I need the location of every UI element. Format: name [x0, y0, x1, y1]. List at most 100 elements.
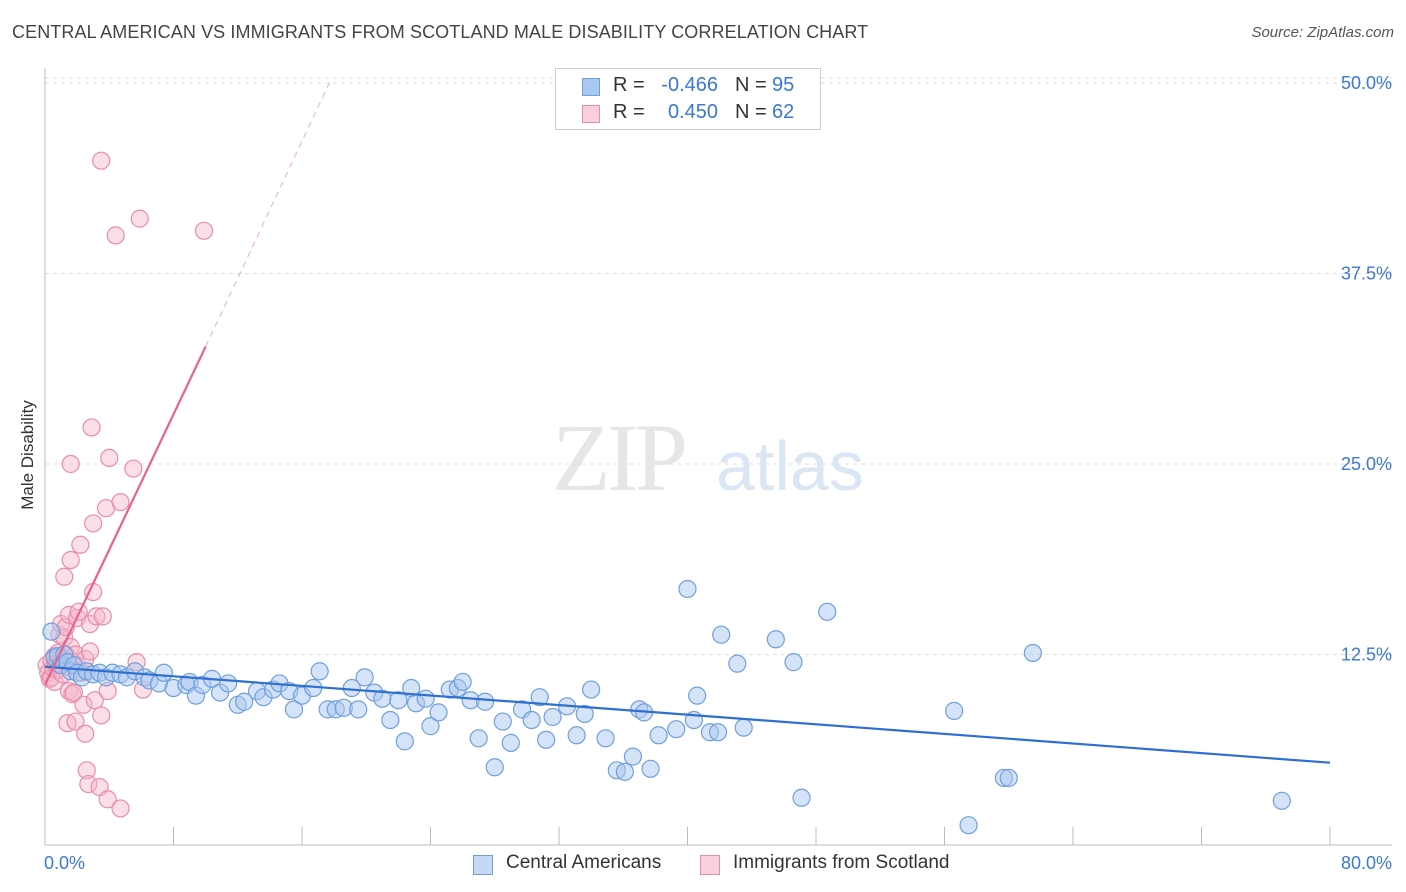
series-legend: Central Americans Immigrants from Scotla… [0, 850, 1406, 880]
data-point-central-americans [712, 625, 731, 644]
data-point-immigrants-from-scotland [79, 774, 98, 794]
n-value: 62 [772, 101, 795, 123]
y-tick-label: 12.5% [1341, 644, 1392, 664]
data-point-immigrants-from-scotland [64, 683, 84, 702]
data-point-central-americans [501, 733, 520, 752]
data-point-immigrants-from-scotland [98, 790, 117, 809]
data-point-central-americans [999, 768, 1018, 788]
data-point-central-americans [154, 663, 173, 682]
watermark-zip: ZIP [552, 404, 685, 511]
data-point-central-americans [596, 729, 615, 748]
grid-lines [45, 77, 1392, 655]
data-point-central-americans [395, 732, 414, 751]
data-point-central-americans [537, 730, 556, 749]
data-point-central-americans [688, 686, 707, 705]
data-point-immigrants-from-scotland [76, 724, 95, 743]
data-point-central-americans [493, 712, 512, 731]
data-point-central-americans [649, 726, 668, 745]
data-point-central-americans [416, 689, 435, 708]
data-point-central-americans [575, 704, 594, 724]
data-point-immigrants-from-scotland [74, 695, 93, 714]
data-point-immigrants-from-scotland [87, 607, 106, 626]
n-value: 95 [772, 74, 795, 96]
data-point-central-americans [945, 701, 964, 720]
data-point-central-americans [284, 700, 304, 719]
data-point-central-americans [641, 759, 660, 778]
trend-line-central-americans [44, 665, 1331, 764]
data-point-central-americans [582, 680, 601, 699]
data-point-immigrants-from-scotland [61, 454, 80, 474]
data-point-immigrants-from-scotland [106, 226, 125, 245]
axes [44, 68, 1392, 846]
data-point-central-americans [235, 692, 254, 711]
data-point-central-americans [567, 726, 586, 745]
data-point-central-americans [42, 622, 61, 641]
x-tick-label: 0.0% [44, 853, 85, 873]
y-tick-label: 37.5% [1341, 263, 1392, 283]
data-point-central-americans [766, 630, 785, 649]
data-point-central-americans [678, 579, 697, 599]
data-point-central-americans [734, 718, 753, 737]
data-point-central-americans [355, 668, 374, 687]
trend-line-immigrants-from-scotland [44, 346, 207, 686]
data-point-immigrants-from-scotland [85, 691, 104, 710]
data-point-immigrants-from-scotland [71, 535, 90, 554]
trend-lines [44, 82, 1331, 764]
y-tick-label: 50.0% [1341, 73, 1392, 93]
stats-row-central-americans: R = -0.466 N = 95 [556, 74, 822, 100]
legend-swatch-pink [582, 105, 600, 123]
data-point-central-americans [389, 691, 408, 710]
x-tick-label: 80.0% [1341, 853, 1392, 873]
data-point-central-americans [623, 747, 642, 766]
data-point-central-americans [453, 672, 472, 692]
legend-label-immigrants-from-scotland: Immigrants from Scotland [733, 852, 950, 873]
chart-title: CENTRAL AMERICAN VS IMMIGRANTS FROM SCOT… [12, 22, 869, 42]
source-label: Source: ZipAtlas.com [1251, 24, 1394, 41]
data-point-immigrants-from-scotland [111, 492, 130, 512]
r-value: 0.450 [667, 101, 718, 123]
data-point-central-americans [429, 703, 448, 722]
series-central-americans [42, 579, 1291, 835]
n-label: N = [735, 74, 767, 96]
data-point-immigrants-from-scotland [82, 418, 101, 437]
data-point-immigrants-from-scotland [77, 761, 96, 780]
data-point-central-americans [1023, 643, 1042, 663]
data-point-central-americans [469, 729, 488, 748]
watermark: ZIP atlas [552, 404, 864, 511]
data-point-immigrants-from-scotland [194, 221, 214, 240]
data-point-central-americans [728, 654, 747, 673]
legend-swatch-central-americans [473, 855, 493, 875]
data-point-immigrants-from-scotland [84, 514, 103, 533]
data-point-central-americans [310, 662, 329, 681]
data-point-central-americans [522, 710, 541, 730]
data-point-immigrants-from-scotland [92, 151, 111, 170]
r-value: -0.466 [661, 74, 718, 96]
n-label: N = [735, 101, 767, 123]
data-point-immigrants-from-scotland [130, 209, 149, 228]
legend-swatch-blue [582, 78, 600, 96]
watermark-atlas: atlas [716, 427, 864, 505]
tick-labels: 12.5% 25.0% 37.5% 50.0% 0.0% 80.0% [44, 73, 1392, 873]
data-point-central-americans [476, 692, 495, 711]
data-point-central-americans [219, 674, 238, 693]
data-point-central-americans [543, 707, 562, 727]
data-point-immigrants-from-scotland [100, 448, 119, 467]
data-point-immigrants-from-scotland [92, 706, 111, 725]
data-point-central-americans [784, 653, 803, 672]
data-point-central-americans [349, 700, 368, 719]
data-point-central-americans [708, 723, 728, 742]
data-point-immigrants-from-scotland [124, 459, 143, 478]
series-immigrants-from-scotland [37, 151, 214, 818]
data-point-central-americans [485, 758, 504, 777]
data-point-central-americans [530, 688, 549, 707]
data-point-central-americans [615, 762, 634, 781]
data-point-immigrants-from-scotland [93, 607, 112, 626]
r-label: R = [613, 74, 645, 96]
trend-line-extension-immigrants-from-scotland [205, 82, 330, 347]
data-point-central-americans [381, 710, 400, 730]
data-point-immigrants-from-scotland [61, 550, 80, 570]
data-point-immigrants-from-scotland [66, 712, 85, 731]
data-point-immigrants-from-scotland [80, 642, 100, 661]
r-label: R = [613, 101, 645, 123]
